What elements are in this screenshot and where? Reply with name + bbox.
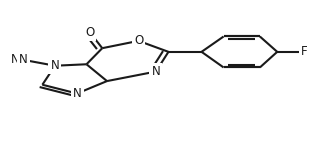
Text: O: O	[85, 26, 94, 39]
Text: F: F	[301, 45, 307, 58]
Text: O: O	[134, 34, 143, 47]
Text: F: F	[301, 45, 307, 58]
Text: N: N	[11, 53, 20, 66]
Text: O: O	[134, 34, 143, 47]
Text: N: N	[51, 59, 59, 72]
Text: N: N	[151, 65, 160, 78]
Text: N: N	[73, 87, 81, 100]
Text: N: N	[151, 65, 160, 78]
Text: N: N	[19, 53, 28, 66]
Text: N: N	[73, 87, 81, 100]
Text: N: N	[51, 59, 59, 72]
Text: O: O	[85, 26, 94, 39]
